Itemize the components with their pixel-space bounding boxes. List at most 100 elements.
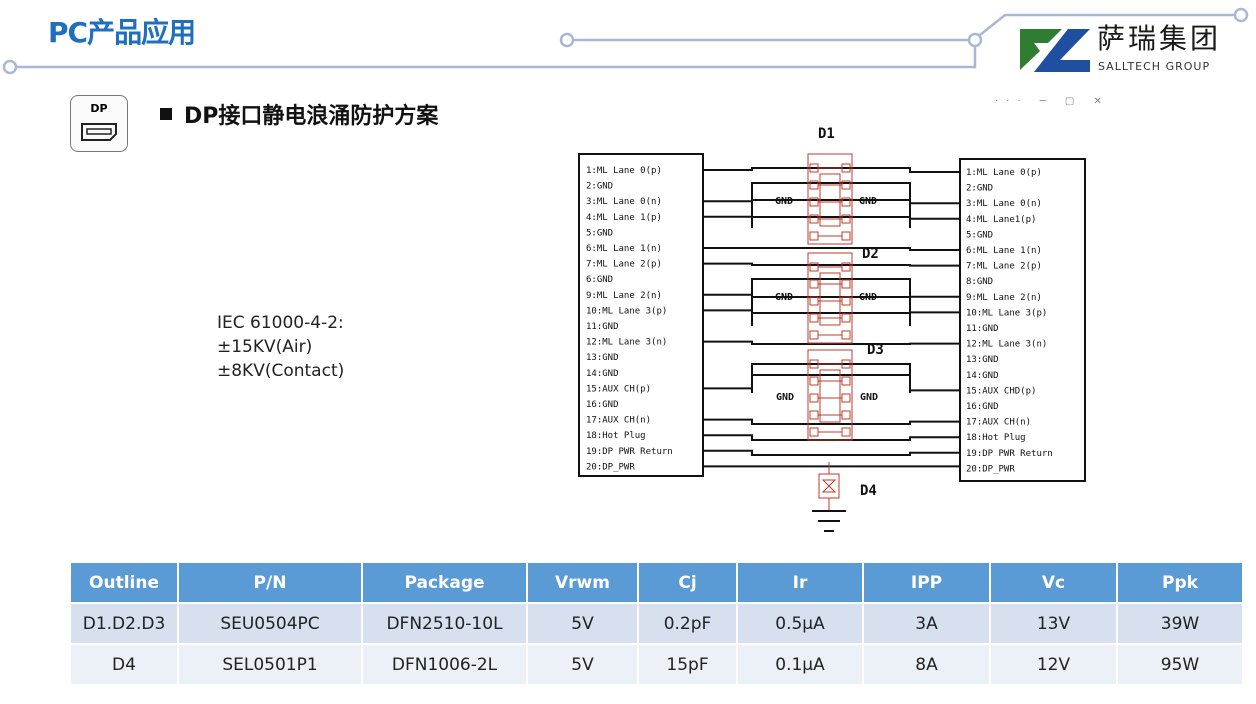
left-pin-label: 10:ML Lane 3(p) <box>586 306 667 316</box>
table-cell: 0.2pF <box>639 602 738 643</box>
wire <box>751 363 911 393</box>
wire <box>751 182 911 228</box>
left-pin-label: 6:ML Lane 1(n) <box>586 244 662 254</box>
right-pin-label: 12:ML Lane 3(n) <box>966 340 1047 350</box>
column-header: Cj <box>639 563 738 602</box>
wire <box>703 262 960 267</box>
gnd-label: GND <box>859 292 877 303</box>
left-pin-label: 6:GND <box>586 275 613 285</box>
right-pin-label: 13:GND <box>966 355 999 365</box>
right-pin-label: 14:GND <box>966 371 999 381</box>
left-pin-label: 20:DP_PWR <box>586 462 635 472</box>
d2-label: D2 <box>862 246 879 262</box>
table-cell: SEU0504PC <box>179 602 363 643</box>
table-cell: DFN2510-10L <box>363 602 528 643</box>
window-controls[interactable]: ··· ─ ▢ ✕ <box>995 96 1110 107</box>
esd-rating: IEC 61000-4-2: ±15KV(Air) ±8KV(Contact) <box>217 311 344 383</box>
section-title: DP接口静电浪涌防护方案 <box>160 104 438 130</box>
schematic: 1:ML Lane 0(p) 2:GND 3:ML Lane 0(n) 4:ML La… <box>578 126 1086 532</box>
ground-symbol <box>812 510 846 532</box>
wire <box>703 340 960 345</box>
air-rating: ±15KV(Air) <box>217 337 313 357</box>
table-cell: D1.D2.D3 <box>71 602 179 643</box>
left-pin-label: 9:ML Lane 2(n) <box>586 291 662 301</box>
wire <box>703 418 960 425</box>
wire <box>703 167 960 173</box>
table-cell: SEL0501P1 <box>179 643 363 684</box>
dp-icon-label: DP <box>90 102 108 115</box>
gnd-label: GND <box>860 392 878 403</box>
wire <box>703 215 960 220</box>
left-pin-label: 15:AUX CH(p) <box>586 384 651 394</box>
column-header: P/N <box>179 563 363 602</box>
column-header: Vrwm <box>528 563 639 602</box>
table-row: D1.D2.D3 SEU0504PC DFN2510-10L 5V 0.2pF 0.5μA… <box>71 602 1244 643</box>
left-pin-label: 5:GND <box>586 228 613 238</box>
wire <box>703 374 960 392</box>
table-cell: 95W <box>1118 643 1244 684</box>
table-header: Outline P/N Package Vrwm Cj Ir IPP Vc Ppk <box>71 563 1244 602</box>
right-pin-label: 2:GND <box>966 184 993 194</box>
right-connector <box>959 158 1086 482</box>
left-pin-label: 17:AUX CH(n) <box>586 416 651 426</box>
table-cell: D4 <box>71 643 179 684</box>
tvs-array-chip <box>807 349 853 441</box>
table-cell: 15pF <box>639 643 738 684</box>
right-pin-label: 1:ML Lane 0(p) <box>966 168 1042 178</box>
right-pin-label: 7:ML Lane 2(p) <box>966 262 1042 272</box>
page-title: PC产品应用 <box>48 16 196 49</box>
table-cell: 3A <box>864 602 991 643</box>
column-header: Ppk <box>1118 563 1244 602</box>
d3-label: D3 <box>867 342 884 358</box>
wire <box>703 449 960 456</box>
left-pin-label: 2:GND <box>586 182 613 192</box>
table-cell: 13V <box>991 602 1118 643</box>
iec-standard: IEC 61000-4-2: <box>217 313 344 333</box>
column-header: Package <box>363 563 528 602</box>
left-pin-label: 19:DP PWR Return <box>586 447 673 457</box>
gnd-label: GND <box>776 392 794 403</box>
right-pin-label: 16:GND <box>966 402 999 412</box>
right-pin-label: 9:ML Lane 2(n) <box>966 293 1042 303</box>
logo-mark <box>1020 29 1090 72</box>
column-header: Outline <box>71 563 179 602</box>
right-pin-label: 10:ML Lane 3(p) <box>966 308 1047 318</box>
spec-table: Outline P/N Package Vrwm Cj Ir IPP Vc Ppk D1.D2.… <box>71 563 1244 684</box>
right-pin-label: 8:GND <box>966 277 993 287</box>
right-pin-label: 4:ML Lane1(p) <box>966 215 1036 225</box>
logo-subtext: SALLTECH GROUP <box>1098 60 1211 73</box>
tvs-array-chip <box>807 252 853 344</box>
gnd-label: GND <box>775 292 793 303</box>
displayport-icon: DP <box>70 95 128 152</box>
right-pin-label: 20:DP_PWR <box>966 464 1015 474</box>
wire <box>703 293 960 298</box>
right-pin-label: 15:AUX CHD(p) <box>966 386 1036 396</box>
table-cell: 5V <box>528 602 639 643</box>
left-pin-label: 16:GND <box>586 400 619 410</box>
table-cell: DFN1006-2L <box>363 643 528 684</box>
table-cell: 0.1μA <box>738 643 864 684</box>
tvs-array-chip <box>807 153 853 245</box>
wire <box>703 247 960 251</box>
left-pin-label: 4:ML Lane 1(p) <box>586 213 662 223</box>
table-row: D4 SEL0501P1 DFN1006-2L 5V 15pF 0.1μA 8A 12V 95W <box>71 643 1244 684</box>
section-title-text: DP接口静电浪涌防护方案 <box>184 104 439 129</box>
logo-text: 萨瑞集团 <box>1097 22 1222 55</box>
right-pin-label: 3:ML Lane 0(n) <box>966 199 1042 209</box>
right-pin-label: 6:ML Lane 1(n) <box>966 246 1042 256</box>
left-pin-label: 13:GND <box>586 353 619 363</box>
left-pin-label: 1:ML Lane 0(p) <box>586 166 662 176</box>
left-pin-label: 7:ML Lane 2(p) <box>586 260 662 270</box>
table-cell: 39W <box>1118 602 1244 643</box>
left-pin-label: 18:Hot Plug <box>586 431 646 441</box>
d4-label: D4 <box>860 483 877 499</box>
table-cell: 8A <box>864 643 991 684</box>
left-pin-label: 11:GND <box>586 322 619 332</box>
wire <box>703 434 960 441</box>
left-pin-label: 3:ML Lane 0(n) <box>586 197 662 207</box>
right-pin-label: 18:Hot Plug <box>966 433 1026 443</box>
column-header: Vc <box>991 563 1118 602</box>
wire <box>751 278 911 326</box>
table-cell: 12V <box>991 643 1118 684</box>
